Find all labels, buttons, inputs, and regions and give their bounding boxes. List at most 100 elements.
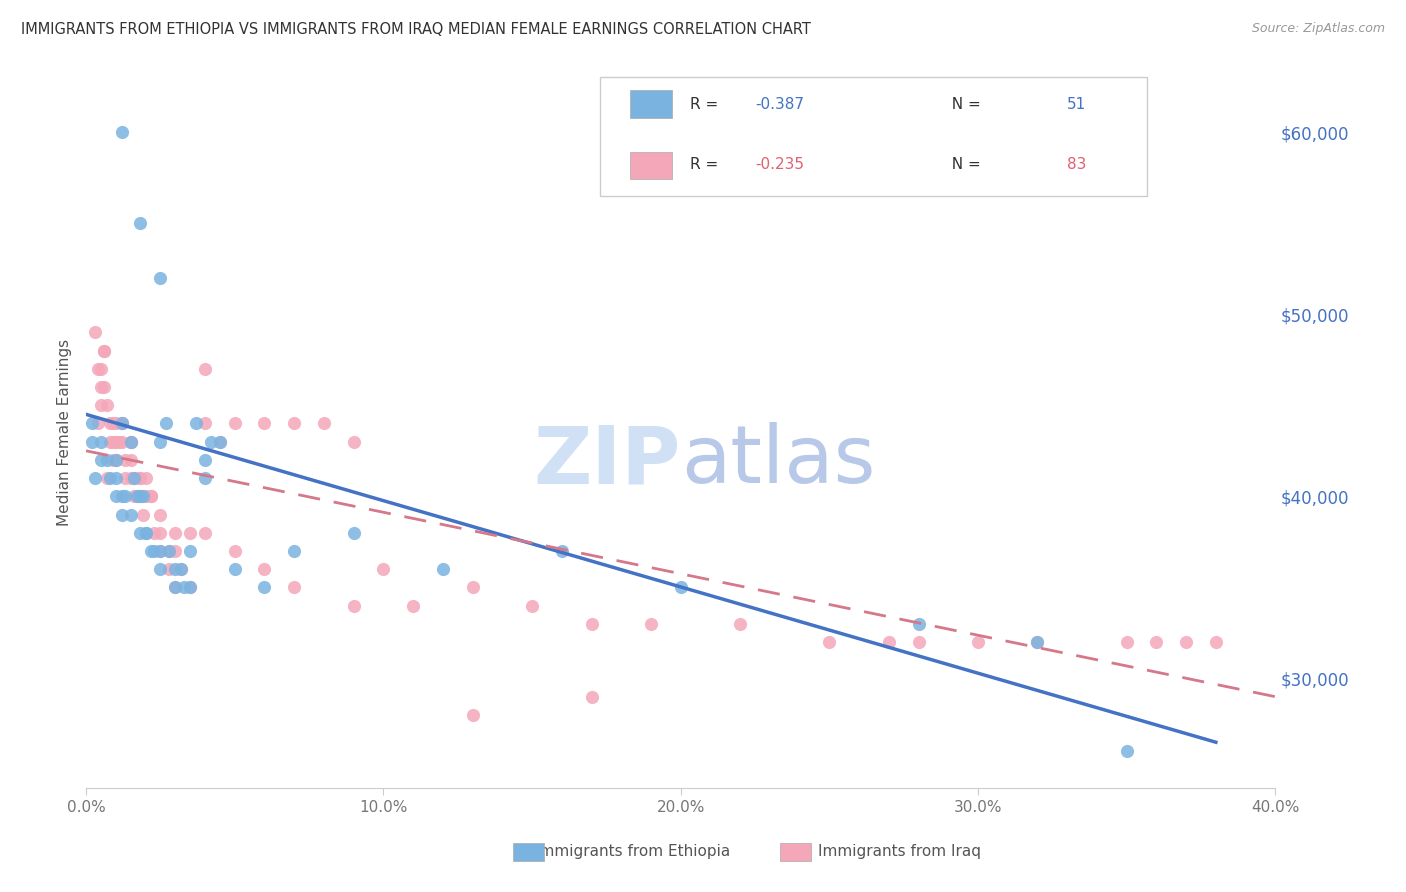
Point [128,471,150,485]
Point [194,471,217,485]
Point [141,544,163,558]
Point [149,525,172,540]
Point [818,635,841,649]
Point [194,362,217,376]
Point [157,562,180,576]
Point [114,471,136,485]
Point [141,489,163,503]
Point [93,380,115,394]
Text: ZIP: ZIP [533,422,681,500]
Point [640,616,662,631]
Point [907,635,929,649]
Point [120,453,142,467]
Point [343,434,366,449]
Point [149,544,172,558]
Point [93,343,115,358]
Point [120,508,142,522]
Point [111,417,134,431]
Point [104,453,127,467]
Point [173,581,195,595]
Point [165,544,187,558]
Text: -0.387: -0.387 [755,97,804,112]
Point [165,525,187,540]
Point [170,562,193,576]
Point [157,544,180,558]
Point [125,489,148,503]
Point [149,508,172,522]
Point [128,216,150,230]
Point [101,417,124,431]
Point [120,434,142,449]
Point [1115,635,1137,649]
Point [461,707,484,722]
Text: -0.235: -0.235 [755,157,804,172]
Text: R =: R = [689,97,723,112]
Point [141,489,163,503]
Point [90,453,112,467]
Point [90,362,112,376]
Point [200,434,222,449]
Point [111,125,134,139]
Text: atlas: atlas [681,422,875,500]
Point [165,581,187,595]
Point [90,398,112,412]
Point [907,616,929,631]
Text: 83: 83 [1067,157,1087,172]
Point [208,434,231,449]
Point [96,398,118,412]
Point [104,489,127,503]
Point [253,581,276,595]
Point [111,417,134,431]
Point [104,417,127,431]
Point [253,562,276,576]
Point [128,489,150,503]
Text: Immigrants from Iraq: Immigrants from Iraq [818,845,981,859]
Point [125,489,148,503]
Point [80,434,103,449]
Point [194,417,217,431]
Text: N =: N = [942,97,986,112]
Point [135,525,157,540]
Text: Source: ZipAtlas.com: Source: ZipAtlas.com [1251,22,1385,36]
Point [343,599,366,613]
Point [461,581,484,595]
Point [80,417,103,431]
Point [283,544,305,558]
Point [120,434,142,449]
Point [165,581,187,595]
Text: R =: R = [689,157,723,172]
Text: IMMIGRANTS FROM ETHIOPIA VS IMMIGRANTS FROM IRAQ MEDIAN FEMALE EARNINGS CORRELAT: IMMIGRANTS FROM ETHIOPIA VS IMMIGRANTS F… [21,22,811,37]
Point [111,434,134,449]
Point [669,581,692,595]
Point [90,380,112,394]
Point [149,434,172,449]
Point [157,544,180,558]
Point [373,562,395,576]
Point [967,635,990,649]
Point [87,417,110,431]
Point [149,562,172,576]
Point [581,616,603,631]
Point [128,489,150,503]
Point [170,562,193,576]
Point [84,326,107,340]
Point [179,581,201,595]
Point [114,489,136,503]
Point [104,434,127,449]
Point [101,453,124,467]
Point [111,508,134,522]
Point [149,544,172,558]
Point [90,434,112,449]
Point [224,417,246,431]
Point [98,434,121,449]
Point [1115,744,1137,758]
Text: 51: 51 [1067,97,1087,112]
Point [551,544,574,558]
Text: Immigrants from Ethiopia: Immigrants from Ethiopia [536,845,730,859]
Point [253,417,276,431]
Point [122,471,145,485]
Point [224,544,246,558]
Point [87,362,110,376]
Point [1026,635,1049,649]
Point [179,544,201,558]
